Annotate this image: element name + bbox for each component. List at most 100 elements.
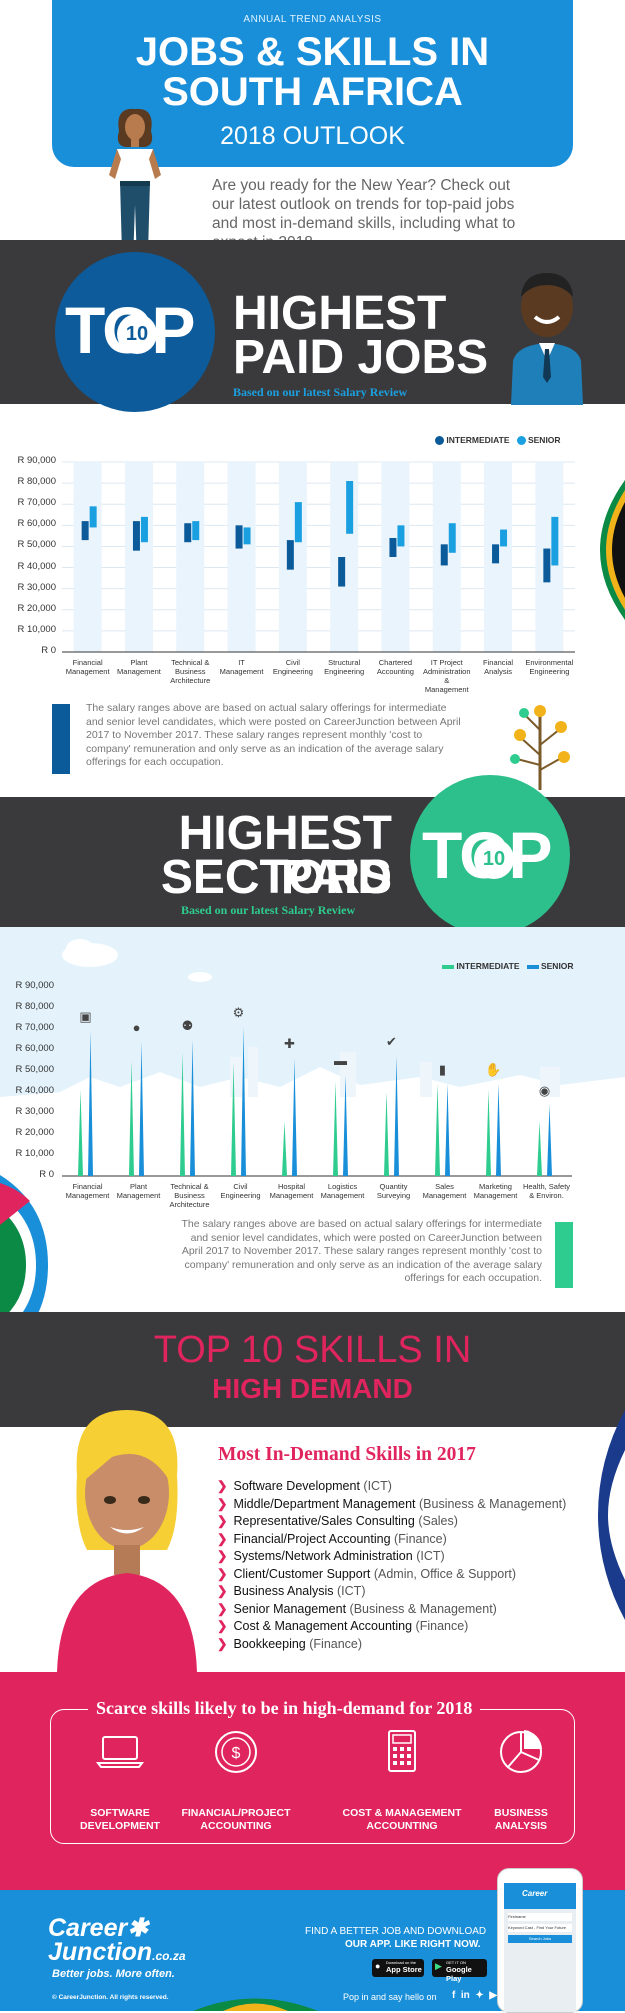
phone-field2[interactable]: Keyword Cast - Find Your Future bbox=[508, 1924, 572, 1932]
phone-field1[interactable]: Firstname bbox=[508, 1913, 572, 1921]
scarce-label-line2: DEVELOPMENT bbox=[80, 1820, 160, 1832]
scarce-label-line1: SOFTWARE bbox=[90, 1807, 150, 1819]
skill-name: Client/Customer Support bbox=[233, 1566, 371, 1581]
sectors-bar-intermediate bbox=[384, 1092, 389, 1176]
facebook-icon[interactable]: f bbox=[452, 1990, 456, 2001]
sectors-note-bar bbox=[555, 1222, 573, 1288]
jobs-x-tick: Chartered Accounting bbox=[376, 658, 414, 676]
sectors-bar-senior bbox=[547, 1104, 552, 1176]
jobs-y-tick: R 40,000 bbox=[17, 560, 56, 572]
chevron-right-icon: ❯ bbox=[217, 1531, 228, 1546]
google-play-button[interactable]: ▶ GET IT ON Google Play bbox=[432, 1959, 487, 1983]
skill-category: (Business & Management) bbox=[415, 1496, 567, 1511]
sectors-bar-intermediate bbox=[486, 1089, 491, 1176]
jobs-heading-line2: PAID JOBS bbox=[233, 331, 489, 384]
scarce-label-line2: ACCOUNTING bbox=[366, 1820, 438, 1832]
checkmark-icon: ✔ bbox=[386, 1034, 397, 1050]
sectors-bar-intermediate bbox=[129, 1060, 134, 1176]
scarce-label-line2: ACCOUNTING bbox=[200, 1820, 272, 1832]
legend2-intermediate-label: INTERMEDIATE bbox=[456, 961, 520, 971]
jobs-column-band bbox=[124, 462, 153, 652]
cta-line2: OUR APP. LIKE RIGHT NOW. bbox=[345, 1939, 481, 1950]
jobs-y-tick: R 60,000 bbox=[17, 518, 56, 530]
sectors-bar-senior bbox=[343, 1075, 348, 1176]
apple-icon: ● bbox=[375, 1961, 381, 1971]
jobs-heading-line1: HIGHEST bbox=[233, 287, 447, 340]
google-label: Google Play bbox=[446, 1965, 472, 1983]
man-illustration bbox=[511, 273, 583, 405]
signal-bars-icon: ▮ bbox=[438, 1061, 447, 1077]
play-icon: ▶ bbox=[435, 1961, 442, 1971]
skill-category: (ICT) bbox=[333, 1584, 366, 1598]
gears-icon: ⚙ bbox=[232, 1004, 245, 1020]
jobs-bar-intermediate bbox=[338, 557, 346, 587]
jobs-y-tick: R 50,000 bbox=[17, 539, 56, 551]
jobs-bar-senior bbox=[500, 529, 508, 547]
jobs-note: The salary ranges above are based on act… bbox=[86, 702, 461, 768]
sectors-bar-senior bbox=[88, 1031, 93, 1176]
social-text: Pop in and say hello on bbox=[343, 1992, 437, 2002]
sectors-bar-senior bbox=[139, 1041, 144, 1176]
jobs-x-tick: Environmental Engineering bbox=[525, 658, 574, 676]
google-small: GET IT ON bbox=[446, 1960, 466, 1965]
money-tree-icon bbox=[510, 705, 570, 790]
scarce-item-label: SOFTWARE DEVELOPMENT bbox=[60, 1807, 180, 1833]
jobs-bar-intermediate bbox=[543, 548, 551, 583]
sectors-tagline: Based on our latest Salary Review bbox=[181, 903, 356, 917]
app-store-button[interactable]: ● Download on the App Store bbox=[372, 1959, 424, 1977]
skill-name: Senior Management bbox=[233, 1601, 347, 1616]
jobs-bar-intermediate bbox=[184, 523, 192, 543]
jobs-bar-senior bbox=[294, 502, 302, 543]
sectors-x-tick: Sales Management bbox=[422, 1182, 467, 1200]
jobs-column-band bbox=[176, 462, 205, 652]
legend-senior-label: SENIOR bbox=[527, 435, 561, 445]
skill-category: (Finance) bbox=[305, 1636, 363, 1651]
sectors-x-tick: Financial Management bbox=[65, 1182, 110, 1200]
sectors-x-tick: Quantity Surveying bbox=[376, 1182, 411, 1200]
linkedin-icon[interactable]: in bbox=[460, 1990, 470, 2001]
sectors-y-tick: R 0 bbox=[39, 1169, 54, 1180]
phone-search-button[interactable]: Search Jobs bbox=[508, 1935, 572, 1943]
jobs-y-tick: R 90,000 bbox=[17, 455, 56, 466]
flag-decoration-left bbox=[0, 1175, 48, 1355]
sectors-x-tick: Marketing Management bbox=[473, 1182, 518, 1200]
header-kicker: ANNUAL TREND ANALYSIS bbox=[243, 14, 382, 25]
sectors-x-tick: Hospital Management bbox=[269, 1182, 314, 1200]
scarce-item-label: BUSINESS ANALYSIS bbox=[461, 1807, 581, 1833]
sectors-y-tick: R 40,000 bbox=[15, 1085, 54, 1096]
chevron-right-icon: ❯ bbox=[217, 1479, 228, 1493]
twitter-icon[interactable]: ✦ bbox=[475, 1990, 484, 2001]
skill-name: Middle/Department Management bbox=[233, 1496, 416, 1511]
brand-logo[interactable]: Career✱ Junction.co.za bbox=[48, 1916, 186, 1968]
jobs-bar-senior bbox=[192, 521, 200, 541]
skill-item: ❯ Client/Customer Support (Admin, Office … bbox=[217, 1566, 597, 1584]
sectors-legend: INTERMEDIATE SENIOR bbox=[442, 961, 574, 971]
sectors-x-tick: Health, Safety & Environ. bbox=[522, 1182, 571, 1200]
sectors-bar-senior bbox=[445, 1083, 450, 1176]
legend-senior-swatch bbox=[516, 436, 526, 446]
youtube-icon[interactable]: ▶ bbox=[489, 1990, 498, 2001]
money-circle-icon: $ bbox=[215, 1731, 257, 1773]
appstore-small: Download on the bbox=[386, 1960, 417, 1965]
jobs-y-tick: R 20,000 bbox=[17, 602, 56, 614]
jobs-x-tick: Civil Engineering bbox=[272, 658, 313, 676]
sectors-y-tick: R 70,000 bbox=[15, 1022, 54, 1033]
sectors-note: The salary ranges above are based on act… bbox=[181, 1218, 542, 1284]
skills-list: ❯ Software Development (ICT) ❯ Middle/Depar… bbox=[217, 1478, 597, 1653]
jobs-tagline: Based on our latest Salary Review bbox=[233, 385, 408, 399]
flag-decoration-right bbox=[600, 480, 625, 620]
sectors-y-tick: R 90,000 bbox=[15, 980, 54, 991]
sectors-heading-line2: SECTORS bbox=[160, 851, 392, 904]
header-subtitle: 2018 OUTLOOK bbox=[220, 122, 405, 150]
brand-asterisk: ✱ bbox=[127, 1914, 149, 1942]
jobs-x-tick: Financial Management bbox=[65, 658, 110, 676]
sectors-bar-intermediate bbox=[282, 1121, 287, 1176]
header-title-line2: SOUTH AFRICA bbox=[162, 70, 463, 114]
jobs-column-band bbox=[73, 462, 102, 652]
svg-text:$: $ bbox=[232, 1745, 241, 1762]
hospital-icon: ✚ bbox=[284, 1036, 295, 1052]
skill-name: Business Analysis bbox=[233, 1584, 334, 1598]
chevron-right-icon: ❯ bbox=[217, 1549, 228, 1563]
brand-suffix: .co.za bbox=[152, 1949, 186, 1963]
jobs-bar-intermediate bbox=[81, 521, 89, 541]
